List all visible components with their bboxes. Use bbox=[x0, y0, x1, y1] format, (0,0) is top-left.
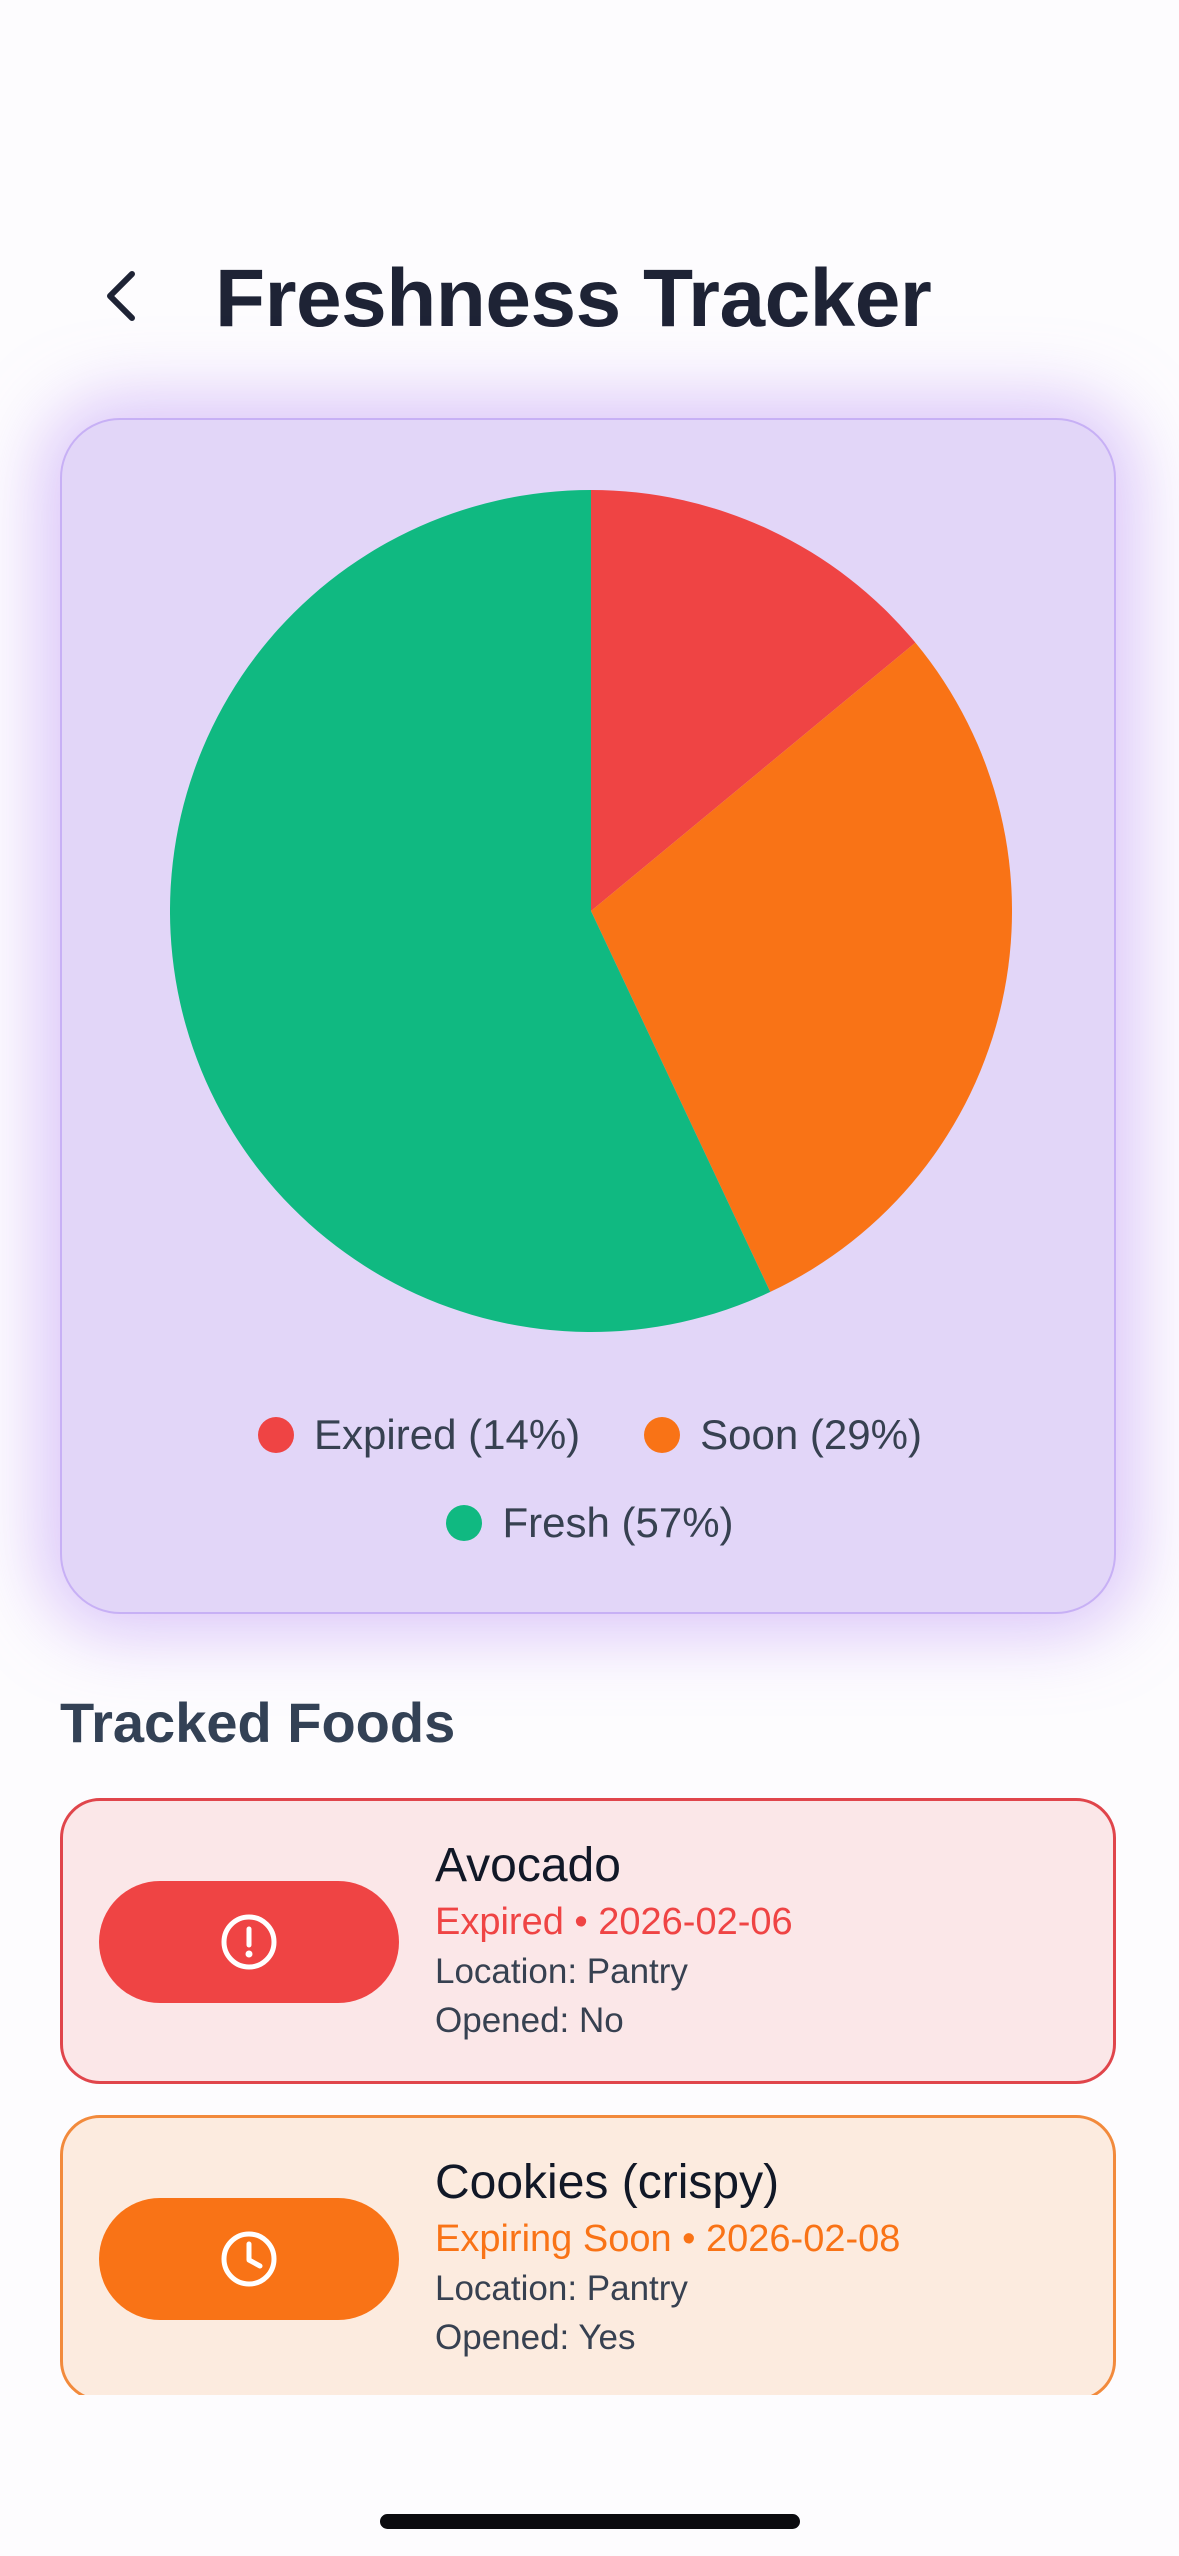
pie-slice-expired bbox=[591, 490, 916, 911]
legend-item-fresh: Fresh (57%) bbox=[446, 1499, 734, 1547]
food-opened: Opened: No bbox=[435, 2001, 624, 2040]
food-card-avocado[interactable]: Avocado Expired • 2026-02-06 Location: P… bbox=[60, 1798, 1116, 2084]
alert-circle-icon bbox=[221, 1914, 277, 1970]
legend-label-fresh: Fresh (57%) bbox=[502, 1499, 734, 1546]
back-button[interactable] bbox=[86, 260, 158, 332]
freshness-chart-card: Expired (14%) Soon (29%) Fresh (57%) bbox=[60, 418, 1116, 1614]
page-title: Freshness Tracker bbox=[215, 253, 932, 344]
freshness-pie-chart bbox=[170, 490, 1012, 1332]
food-info: Cookies (crispy) Expiring Soon • 2026-02… bbox=[435, 2152, 1093, 2362]
pie-slice-soon bbox=[591, 642, 1012, 1292]
legend-dot-expired bbox=[258, 1417, 295, 1453]
legend-label-soon: Soon (29%) bbox=[700, 1411, 922, 1458]
food-name: Avocado bbox=[435, 1839, 621, 1892]
legend-item-expired: Expired (14%) bbox=[258, 1411, 580, 1459]
legend-label-expired: Expired (14%) bbox=[314, 1411, 581, 1458]
food-location: Location: Pantry bbox=[435, 2269, 688, 2308]
home-indicator[interactable] bbox=[380, 2514, 800, 2529]
legend-row: Expired (14%) Soon (29%) bbox=[62, 1400, 1118, 1470]
legend-row: Fresh (57%) bbox=[62, 1488, 1118, 1558]
tracked-foods-title: Tracked Foods bbox=[60, 1691, 456, 1754]
chart-legend: Expired (14%) Soon (29%) Fresh (57%) bbox=[62, 1400, 1118, 1576]
food-info: Avocado Expired • 2026-02-06 Location: P… bbox=[435, 1835, 1093, 2045]
expired-status-button[interactable] bbox=[99, 1881, 399, 2003]
food-opened: Opened: Yes bbox=[435, 2318, 636, 2357]
food-status: Expired • 2026-02-06 bbox=[435, 1901, 793, 1943]
clock-icon bbox=[221, 2231, 277, 2287]
pie-slice-fresh bbox=[170, 490, 771, 1332]
tracked-foods-list[interactable]: Avocado Expired • 2026-02-06 Location: P… bbox=[0, 1790, 1179, 2395]
food-card-cookies[interactable]: Cookies (crispy) Expiring Soon • 2026-02… bbox=[60, 2115, 1116, 2395]
legend-dot-fresh bbox=[446, 1505, 483, 1541]
chevron-left-icon bbox=[107, 271, 135, 321]
header: Freshness Tracker bbox=[0, 230, 1179, 360]
food-status: Expiring Soon • 2026-02-08 bbox=[435, 2218, 901, 2260]
food-location: Location: Pantry bbox=[435, 1952, 688, 1991]
legend-item-soon: Soon (29%) bbox=[644, 1411, 922, 1459]
legend-dot-soon bbox=[644, 1417, 681, 1453]
expiring-soon-status-button[interactable] bbox=[99, 2198, 399, 2320]
food-name: Cookies (crispy) bbox=[435, 2156, 780, 2209]
